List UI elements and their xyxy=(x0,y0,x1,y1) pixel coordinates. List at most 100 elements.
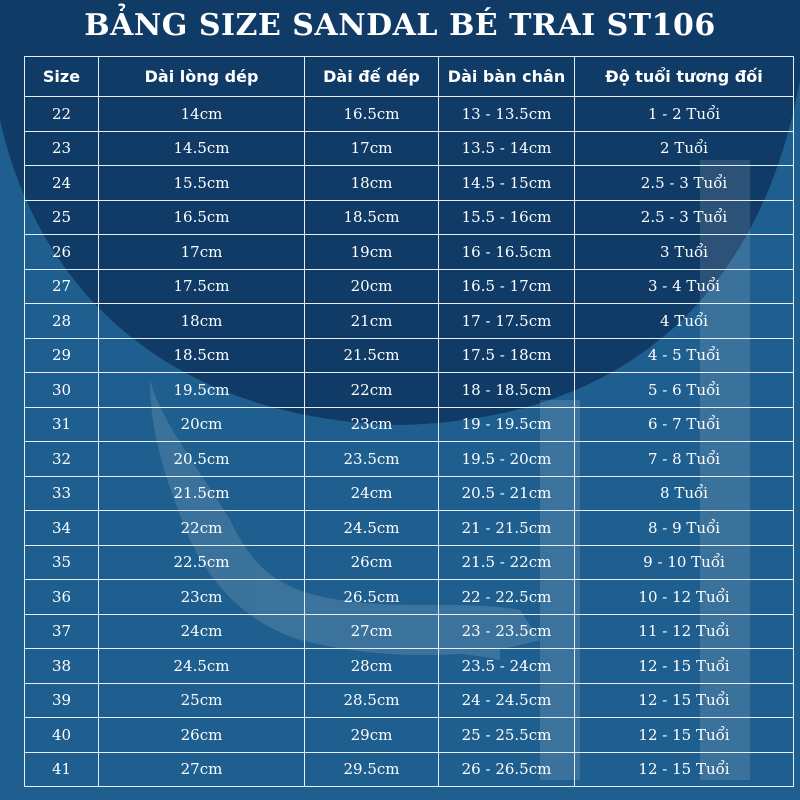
cell-age: 4 Tuổi xyxy=(574,303,794,339)
cell-size: 41 xyxy=(24,751,99,787)
cell-size: 32 xyxy=(24,441,99,477)
cell-insole-length: 26cm xyxy=(98,717,305,753)
cell-foot-length: 13.5 - 14cm xyxy=(438,130,575,166)
header-insole-length: Dài lòng dép xyxy=(98,56,305,97)
cell-size: 33 xyxy=(24,475,99,511)
cell-insole-length: 21.5cm xyxy=(98,475,305,511)
cell-sole-length: 18cm xyxy=(304,165,439,201)
cell-insole-length: 17.5cm xyxy=(98,268,305,304)
cell-foot-length: 15.5 - 16cm xyxy=(438,199,575,235)
cell-size: 37 xyxy=(24,613,99,649)
cell-sole-length: 27cm xyxy=(304,613,439,649)
header-age: Độ tuổi tương đối xyxy=(574,56,794,97)
cell-insole-length: 20.5cm xyxy=(98,441,305,477)
cell-age: 9 - 10 Tuổi xyxy=(574,544,794,580)
cell-sole-length: 28.5cm xyxy=(304,682,439,718)
cell-insole-length: 19.5cm xyxy=(98,372,305,408)
table-row: 24 15.5cm 18cm 14.5 - 15cm 2.5 - 3 Tuổi xyxy=(24,165,794,201)
table-row: 29 18.5cm 21.5cm 17.5 - 18cm 4 - 5 Tuổi xyxy=(24,337,794,373)
cell-foot-length: 18 - 18.5cm xyxy=(438,372,575,408)
cell-age: 10 - 12 Tuổi xyxy=(574,579,794,615)
cell-size: 27 xyxy=(24,268,99,304)
cell-size: 28 xyxy=(24,303,99,339)
cell-insole-length: 22.5cm xyxy=(98,544,305,580)
header-sole-length: Dài đế dép xyxy=(304,56,439,97)
table-row: 32 20.5cm 23.5cm 19.5 - 20cm 7 - 8 Tuổi xyxy=(24,441,794,477)
cell-age: 12 - 15 Tuổi xyxy=(574,717,794,753)
cell-foot-length: 19.5 - 20cm xyxy=(438,441,575,477)
table-row: 40 26cm 29cm 25 - 25.5cm 12 - 15 Tuổi xyxy=(24,717,794,753)
cell-insole-length: 22cm xyxy=(98,510,305,546)
table-row: 22 14cm 16.5cm 13 - 13.5cm 1 - 2 Tuổi xyxy=(24,96,794,132)
cell-size: 36 xyxy=(24,579,99,615)
cell-age: 5 - 6 Tuổi xyxy=(574,372,794,408)
cell-foot-length: 16 - 16.5cm xyxy=(438,234,575,270)
table-row: 26 17cm 19cm 16 - 16.5cm 3 Tuổi xyxy=(24,234,794,270)
table-row: 37 24cm 27cm 23 - 23.5cm 11 - 12 Tuổi xyxy=(24,613,794,649)
cell-foot-length: 19 - 19.5cm xyxy=(438,406,575,442)
cell-insole-length: 14.5cm xyxy=(98,130,305,166)
cell-sole-length: 21cm xyxy=(304,303,439,339)
table-row: 36 23cm 26.5cm 22 - 22.5cm 10 - 12 Tuổi xyxy=(24,579,794,615)
cell-insole-length: 18.5cm xyxy=(98,337,305,373)
cell-size: 38 xyxy=(24,648,99,684)
cell-foot-length: 16.5 - 17cm xyxy=(438,268,575,304)
table-row: 25 16.5cm 18.5cm 15.5 - 16cm 2.5 - 3 Tuổi xyxy=(24,199,794,235)
cell-foot-length: 23 - 23.5cm xyxy=(438,613,575,649)
cell-foot-length: 24 - 24.5cm xyxy=(438,682,575,718)
header-size: Size xyxy=(24,56,99,97)
cell-age: 2 Tuổi xyxy=(574,130,794,166)
cell-age: 2.5 - 3 Tuổi xyxy=(574,165,794,201)
cell-foot-length: 22 - 22.5cm xyxy=(438,579,575,615)
cell-sole-length: 21.5cm xyxy=(304,337,439,373)
cell-foot-length: 17.5 - 18cm xyxy=(438,337,575,373)
cell-sole-length: 29cm xyxy=(304,717,439,753)
cell-size: 29 xyxy=(24,337,99,373)
cell-sole-length: 17cm xyxy=(304,130,439,166)
cell-insole-length: 15.5cm xyxy=(98,165,305,201)
cell-age: 4 - 5 Tuổi xyxy=(574,337,794,373)
table-row: 35 22.5cm 26cm 21.5 - 22cm 9 - 10 Tuổi xyxy=(24,544,794,580)
cell-sole-length: 16.5cm xyxy=(304,96,439,132)
cell-insole-length: 14cm xyxy=(98,96,305,132)
cell-sole-length: 26.5cm xyxy=(304,579,439,615)
cell-foot-length: 20.5 - 21cm xyxy=(438,475,575,511)
cell-age: 2.5 - 3 Tuổi xyxy=(574,199,794,235)
cell-sole-length: 23cm xyxy=(304,406,439,442)
cell-foot-length: 23.5 - 24cm xyxy=(438,648,575,684)
cell-insole-length: 16.5cm xyxy=(98,199,305,235)
cell-foot-length: 14.5 - 15cm xyxy=(438,165,575,201)
cell-insole-length: 20cm xyxy=(98,406,305,442)
cell-age: 7 - 8 Tuổi xyxy=(574,441,794,477)
cell-foot-length: 17 - 17.5cm xyxy=(438,303,575,339)
cell-size: 24 xyxy=(24,165,99,201)
cell-size: 31 xyxy=(24,406,99,442)
cell-sole-length: 26cm xyxy=(304,544,439,580)
table-row: 28 18cm 21cm 17 - 17.5cm 4 Tuổi xyxy=(24,303,794,339)
table-header-row: Size Dài lòng dép Dài đế dép Dài bàn châ… xyxy=(24,56,794,97)
cell-insole-length: 25cm xyxy=(98,682,305,718)
header-foot-length: Dài bàn chân xyxy=(438,56,575,97)
cell-size: 39 xyxy=(24,682,99,718)
cell-sole-length: 18.5cm xyxy=(304,199,439,235)
cell-size: 22 xyxy=(24,96,99,132)
table-row: 39 25cm 28.5cm 24 - 24.5cm 12 - 15 Tuổi xyxy=(24,682,794,718)
size-table: Size Dài lòng dép Dài đế dép Dài bàn châ… xyxy=(24,56,794,787)
cell-size: 26 xyxy=(24,234,99,270)
cell-insole-length: 27cm xyxy=(98,751,305,787)
cell-insole-length: 24.5cm xyxy=(98,648,305,684)
cell-age: 8 Tuổi xyxy=(574,475,794,511)
table-row: 41 27cm 29.5cm 26 - 26.5cm 12 - 15 Tuổi xyxy=(24,751,794,787)
cell-sole-length: 20cm xyxy=(304,268,439,304)
cell-age: 3 Tuổi xyxy=(574,234,794,270)
cell-insole-length: 23cm xyxy=(98,579,305,615)
cell-sole-length: 22cm xyxy=(304,372,439,408)
cell-sole-length: 24cm xyxy=(304,475,439,511)
cell-foot-length: 26 - 26.5cm xyxy=(438,751,575,787)
cell-size: 40 xyxy=(24,717,99,753)
cell-age: 3 - 4 Tuổi xyxy=(574,268,794,304)
cell-sole-length: 24.5cm xyxy=(304,510,439,546)
cell-age: 12 - 15 Tuổi xyxy=(574,751,794,787)
cell-size: 23 xyxy=(24,130,99,166)
cell-foot-length: 13 - 13.5cm xyxy=(438,96,575,132)
